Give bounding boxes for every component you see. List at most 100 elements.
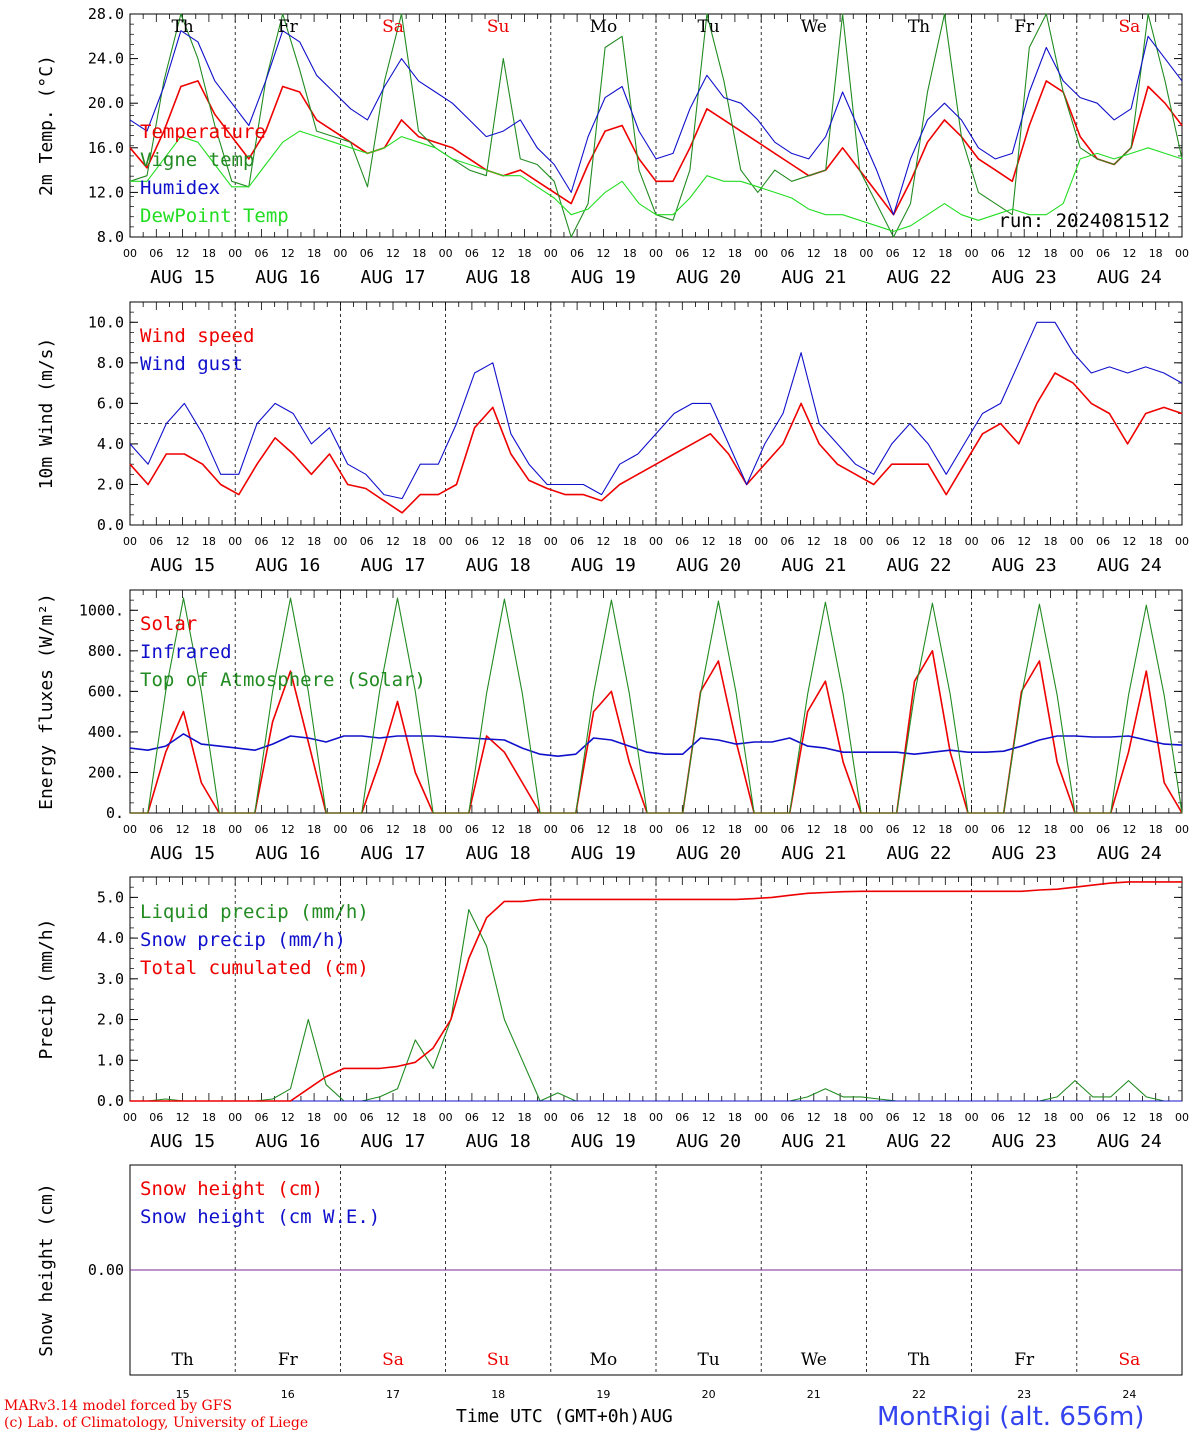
y-tick-label: 4.0 [97,929,124,947]
legend-entry: Total cumulated (cm) [140,957,369,979]
hour-label: 18 [938,823,952,836]
hour-label: 18 [833,247,847,260]
hour-label: 12 [281,823,295,836]
date-label: AUG 24 [1097,843,1162,864]
date-label: AUG 17 [360,1131,425,1152]
hour-label: 12 [702,1111,716,1124]
hour-label: 06 [465,247,479,260]
lab-credit: (c) Lab. of Climatology, University of L… [4,1415,309,1431]
date-label: AUG 15 [150,267,215,288]
hour-label: 12 [176,247,190,260]
y-tick-label: 6.0 [97,394,124,412]
date-label: AUG 23 [992,1131,1057,1152]
hour-label: 12 [1017,535,1031,548]
legend-entry: Liquid precip (mm/h) [140,901,369,923]
station-name: MontRigi (alt. 656m) [877,1402,1145,1432]
legend-entry: Humidex [140,177,220,199]
hour-label: 06 [886,1111,900,1124]
hour-label: 12 [596,1111,610,1124]
hour-label: 12 [491,1111,505,1124]
hour-label: 00 [123,247,137,260]
hour-label: 06 [991,247,1005,260]
date-label: AUG 23 [992,267,1057,288]
date-label: AUG 19 [571,843,636,864]
y-tick-label: 28.0 [88,5,124,23]
hour-label: 00 [754,535,768,548]
hour-label: 00 [754,1111,768,1124]
hour-label: 06 [255,247,269,260]
hour-label: 18 [623,247,637,260]
hour-label: 06 [149,823,163,836]
hour-label: 12 [1122,1111,1136,1124]
hour-label: 18 [307,535,321,548]
legend-entry: Wind gust [140,353,243,375]
date-label: AUG 17 [360,555,425,576]
y-tick-label: 0.0 [97,1092,124,1110]
plot-frame [129,301,1183,526]
y-axis-label: Snow height (cm) [36,1183,57,1356]
hour-label: 12 [912,823,926,836]
hour-label: 00 [228,823,242,836]
hour-label: 00 [228,247,242,260]
hour-label: 18 [202,1111,216,1124]
hour-label: 18 [518,247,532,260]
model-credit: MARv3.14 model forced by GFS [4,1398,233,1414]
series-line-wind-gust [129,321,1183,500]
date-label: AUG 19 [571,267,636,288]
date-label: AUG 16 [255,267,320,288]
series-line-vigne-temp [129,13,1183,238]
hour-label: 06 [360,247,374,260]
hour-label: 18 [1044,535,1058,548]
hour-label: 12 [491,247,505,260]
y-tick-label: 0.0 [97,516,124,534]
hour-label: 12 [1017,823,1031,836]
day-label-bottom: Th [171,1350,193,1370]
date-label: AUG 23 [992,555,1057,576]
hour-label: 12 [176,535,190,548]
hour-label: 12 [702,247,716,260]
date-label: AUG 15 [150,843,215,864]
hour-label: 00 [859,247,873,260]
hour-label: 00 [333,823,347,836]
day-number: 16 [281,1388,295,1401]
day-number: 19 [596,1388,610,1401]
hour-label: 06 [675,1111,689,1124]
hour-label: 06 [886,535,900,548]
legend-entry: DewPoint Temp [140,205,289,227]
hour-label: 06 [991,823,1005,836]
hour-label: 00 [123,823,137,836]
hour-label: 18 [518,535,532,548]
hour-label: 00 [649,247,663,260]
date-label: AUG 20 [676,843,741,864]
hour-label: 12 [596,535,610,548]
hour-label: 06 [886,247,900,260]
hour-label: 06 [255,1111,269,1124]
hour-label: 18 [938,1111,952,1124]
date-label: AUG 18 [466,843,531,864]
day-label-bottom: Su [487,1350,510,1370]
hour-label: 18 [307,247,321,260]
series-line-dewpoint-temp [130,130,1183,232]
date-label: AUG 15 [150,1131,215,1152]
hour-label: 18 [833,1111,847,1124]
date-label: AUG 16 [255,843,320,864]
hour-label: 06 [675,535,689,548]
hour-label: 18 [1149,823,1163,836]
day-label-bottom: Mo [590,1350,618,1370]
hour-label: 18 [623,1111,637,1124]
hour-label: 06 [1096,823,1110,836]
day-label-bottom: We [801,1350,827,1370]
hour-label: 00 [544,247,558,260]
hour-label: 12 [386,1111,400,1124]
hour-label: 00 [754,823,768,836]
hour-label: 00 [965,1111,979,1124]
date-label: AUG 20 [676,555,741,576]
date-label: AUG 18 [466,1131,531,1152]
y-tick-label: 200. [88,763,124,781]
legend-entry: Wind speed [140,325,254,347]
hour-label: 00 [228,1111,242,1124]
hour-label: 12 [807,823,821,836]
day-number: 24 [1122,1388,1136,1401]
hour-label: 00 [123,1111,137,1124]
plot-frame [129,13,1183,238]
